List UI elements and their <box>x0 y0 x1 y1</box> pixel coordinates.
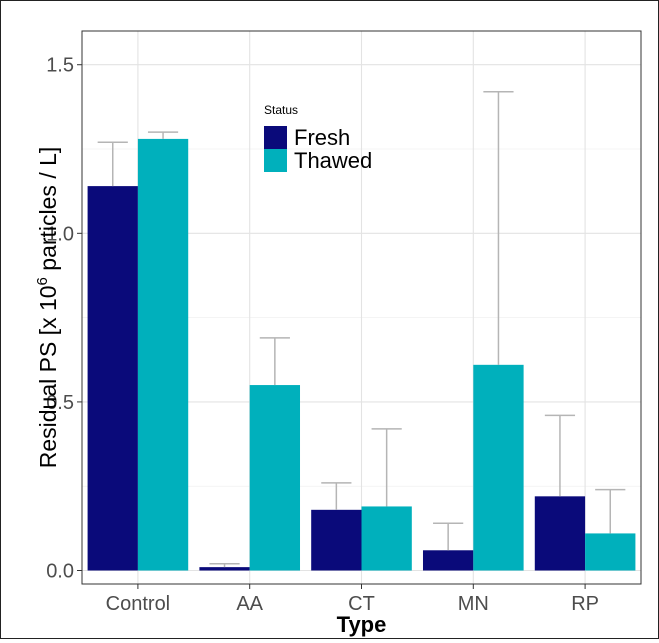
bar-thawed-mn <box>473 364 524 571</box>
y-tick-label: 0.5 <box>46 392 74 414</box>
y-axis-title: Residual PS [x 106 particles / L] <box>34 147 61 469</box>
bar-thawed-ct <box>361 506 412 571</box>
bar-layer <box>87 138 636 571</box>
y-axis-ticks: 0.0 0.5 1.0 1.5 <box>46 55 82 583</box>
bar-fresh-aa <box>199 567 250 571</box>
y-axis-title-exponent: 6 <box>34 277 51 285</box>
x-tick-label: Control <box>106 593 170 615</box>
x-tick-label: RP <box>571 593 599 615</box>
legend-key-fresh <box>264 126 287 149</box>
x-tick-label: AA <box>236 593 263 615</box>
bar-thawed-control <box>137 138 189 571</box>
y-tick-label: 1.5 <box>46 55 74 77</box>
bar-fresh-ct <box>311 509 362 571</box>
legend-title: Status <box>264 103 298 117</box>
error-bar-layer <box>97 90 626 568</box>
y-axis-title-suffix: particles / L] <box>35 147 61 277</box>
bar-fresh-rp <box>534 496 586 571</box>
y-axis-title-prefix: Residual PS [x 10 <box>35 285 61 468</box>
legend-label-thawed: Thawed <box>294 148 372 173</box>
y-tick-label: 0.0 <box>46 561 74 583</box>
legend-key-thawed <box>264 149 287 172</box>
bar-fresh-mn <box>422 550 474 571</box>
y-tick-label: 1.0 <box>46 223 74 245</box>
x-tick-label: CT <box>348 593 375 615</box>
legend-label-fresh: Fresh <box>294 125 350 150</box>
x-axis-title: Type <box>337 612 387 637</box>
bar-thawed-rp <box>585 533 636 571</box>
x-axis-ticks: Control AA CT MN RP <box>106 584 599 615</box>
bar-thawed-aa <box>249 385 301 571</box>
bar-fresh-control <box>87 186 138 571</box>
x-tick-label: MN <box>458 593 489 615</box>
